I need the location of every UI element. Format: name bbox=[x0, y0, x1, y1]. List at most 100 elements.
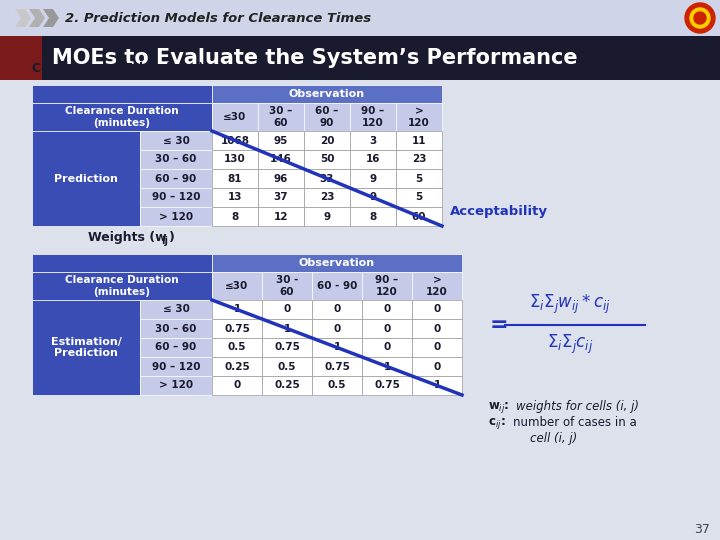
Bar bbox=[350, 188, 396, 207]
Text: Weights (w: Weights (w bbox=[88, 231, 166, 244]
Bar bbox=[312, 357, 362, 376]
Text: 5: 5 bbox=[415, 173, 423, 184]
Bar bbox=[312, 300, 362, 319]
Text: 0: 0 bbox=[433, 323, 441, 334]
Text: 0: 0 bbox=[233, 381, 240, 390]
Bar bbox=[304, 169, 350, 188]
Text: 0: 0 bbox=[383, 342, 391, 353]
Text: 90 –
120: 90 – 120 bbox=[361, 106, 384, 128]
Text: 30 – 60: 30 – 60 bbox=[156, 154, 197, 165]
Bar bbox=[32, 254, 212, 272]
Bar bbox=[362, 338, 412, 357]
Text: weights for cells (i, j): weights for cells (i, j) bbox=[516, 400, 639, 413]
Text: 0: 0 bbox=[333, 323, 341, 334]
Text: ): ) bbox=[169, 231, 175, 244]
Bar bbox=[32, 300, 140, 395]
Text: 3: 3 bbox=[369, 136, 377, 145]
Text: 16: 16 bbox=[366, 154, 380, 165]
Text: cell (i, j): cell (i, j) bbox=[530, 432, 577, 445]
Text: 1: 1 bbox=[383, 361, 391, 372]
Bar bbox=[212, 272, 262, 300]
Text: Prediction: Prediction bbox=[54, 173, 118, 184]
Text: 0: 0 bbox=[433, 342, 441, 353]
Bar bbox=[258, 169, 304, 188]
Text: 1: 1 bbox=[433, 381, 441, 390]
Bar bbox=[212, 300, 262, 319]
Text: 90 – 120: 90 – 120 bbox=[152, 361, 200, 372]
Bar bbox=[262, 357, 312, 376]
Bar bbox=[32, 131, 140, 226]
Text: 0.5: 0.5 bbox=[328, 381, 346, 390]
Text: number of cases in a: number of cases in a bbox=[513, 416, 636, 429]
Bar bbox=[350, 169, 396, 188]
Bar bbox=[412, 319, 462, 338]
Bar bbox=[412, 272, 462, 300]
Text: >
120: > 120 bbox=[426, 275, 448, 297]
Text: 0.75: 0.75 bbox=[224, 323, 250, 334]
Bar bbox=[362, 319, 412, 338]
Text: 60: 60 bbox=[412, 212, 426, 221]
Bar bbox=[312, 272, 362, 300]
Bar bbox=[412, 357, 462, 376]
Bar bbox=[362, 376, 412, 395]
Text: 1: 1 bbox=[233, 305, 240, 314]
Bar bbox=[212, 131, 258, 150]
Bar bbox=[362, 357, 412, 376]
Bar bbox=[140, 300, 212, 319]
Polygon shape bbox=[29, 9, 45, 27]
Bar bbox=[350, 207, 396, 226]
Bar bbox=[304, 150, 350, 169]
Text: ≤30: ≤30 bbox=[223, 112, 247, 122]
Text: 0.5: 0.5 bbox=[228, 342, 246, 353]
Bar bbox=[262, 300, 312, 319]
Bar bbox=[262, 319, 312, 338]
Text: >
120: > 120 bbox=[408, 106, 430, 128]
Text: 5: 5 bbox=[415, 192, 423, 202]
Text: 8: 8 bbox=[369, 212, 377, 221]
Bar bbox=[140, 131, 212, 150]
Bar bbox=[396, 188, 442, 207]
Text: Acceptability: Acceptability bbox=[450, 205, 548, 218]
Text: 0: 0 bbox=[433, 361, 441, 372]
Text: Clearance Duration
(minutes): Clearance Duration (minutes) bbox=[66, 275, 179, 297]
Text: 0.75: 0.75 bbox=[274, 342, 300, 353]
Bar bbox=[412, 338, 462, 357]
Bar bbox=[212, 169, 258, 188]
Text: 0: 0 bbox=[284, 305, 291, 314]
Text: 23: 23 bbox=[412, 154, 426, 165]
Bar bbox=[396, 150, 442, 169]
Bar bbox=[258, 103, 304, 131]
Text: c$_{ij}$:: c$_{ij}$: bbox=[488, 416, 505, 431]
Bar bbox=[32, 103, 212, 131]
Bar bbox=[396, 207, 442, 226]
Text: =: = bbox=[490, 314, 508, 334]
Text: ij: ij bbox=[190, 67, 197, 77]
Bar bbox=[262, 272, 312, 300]
Text: Clearance Duration
(minutes): Clearance Duration (minutes) bbox=[66, 106, 179, 128]
Text: 0: 0 bbox=[333, 305, 341, 314]
Bar bbox=[140, 357, 212, 376]
Text: 37: 37 bbox=[274, 192, 288, 202]
Bar bbox=[140, 207, 212, 226]
Text: 30 –
60: 30 – 60 bbox=[269, 106, 292, 128]
Bar bbox=[212, 254, 462, 272]
Bar bbox=[362, 300, 412, 319]
Bar bbox=[212, 376, 262, 395]
Text: 9: 9 bbox=[369, 192, 377, 202]
Text: 9: 9 bbox=[369, 173, 377, 184]
Bar bbox=[258, 131, 304, 150]
Bar bbox=[396, 169, 442, 188]
Bar bbox=[212, 150, 258, 169]
Text: 13: 13 bbox=[228, 192, 242, 202]
Bar bbox=[140, 188, 212, 207]
Text: 81: 81 bbox=[228, 173, 242, 184]
Bar bbox=[258, 150, 304, 169]
Bar bbox=[140, 319, 212, 338]
Bar bbox=[350, 150, 396, 169]
Text: ≤ 30: ≤ 30 bbox=[163, 136, 189, 145]
Text: 23: 23 bbox=[320, 192, 334, 202]
Bar bbox=[350, 131, 396, 150]
Text: 60 – 90: 60 – 90 bbox=[156, 342, 197, 353]
Text: 90 –
120: 90 – 120 bbox=[375, 275, 399, 297]
Bar bbox=[212, 338, 262, 357]
